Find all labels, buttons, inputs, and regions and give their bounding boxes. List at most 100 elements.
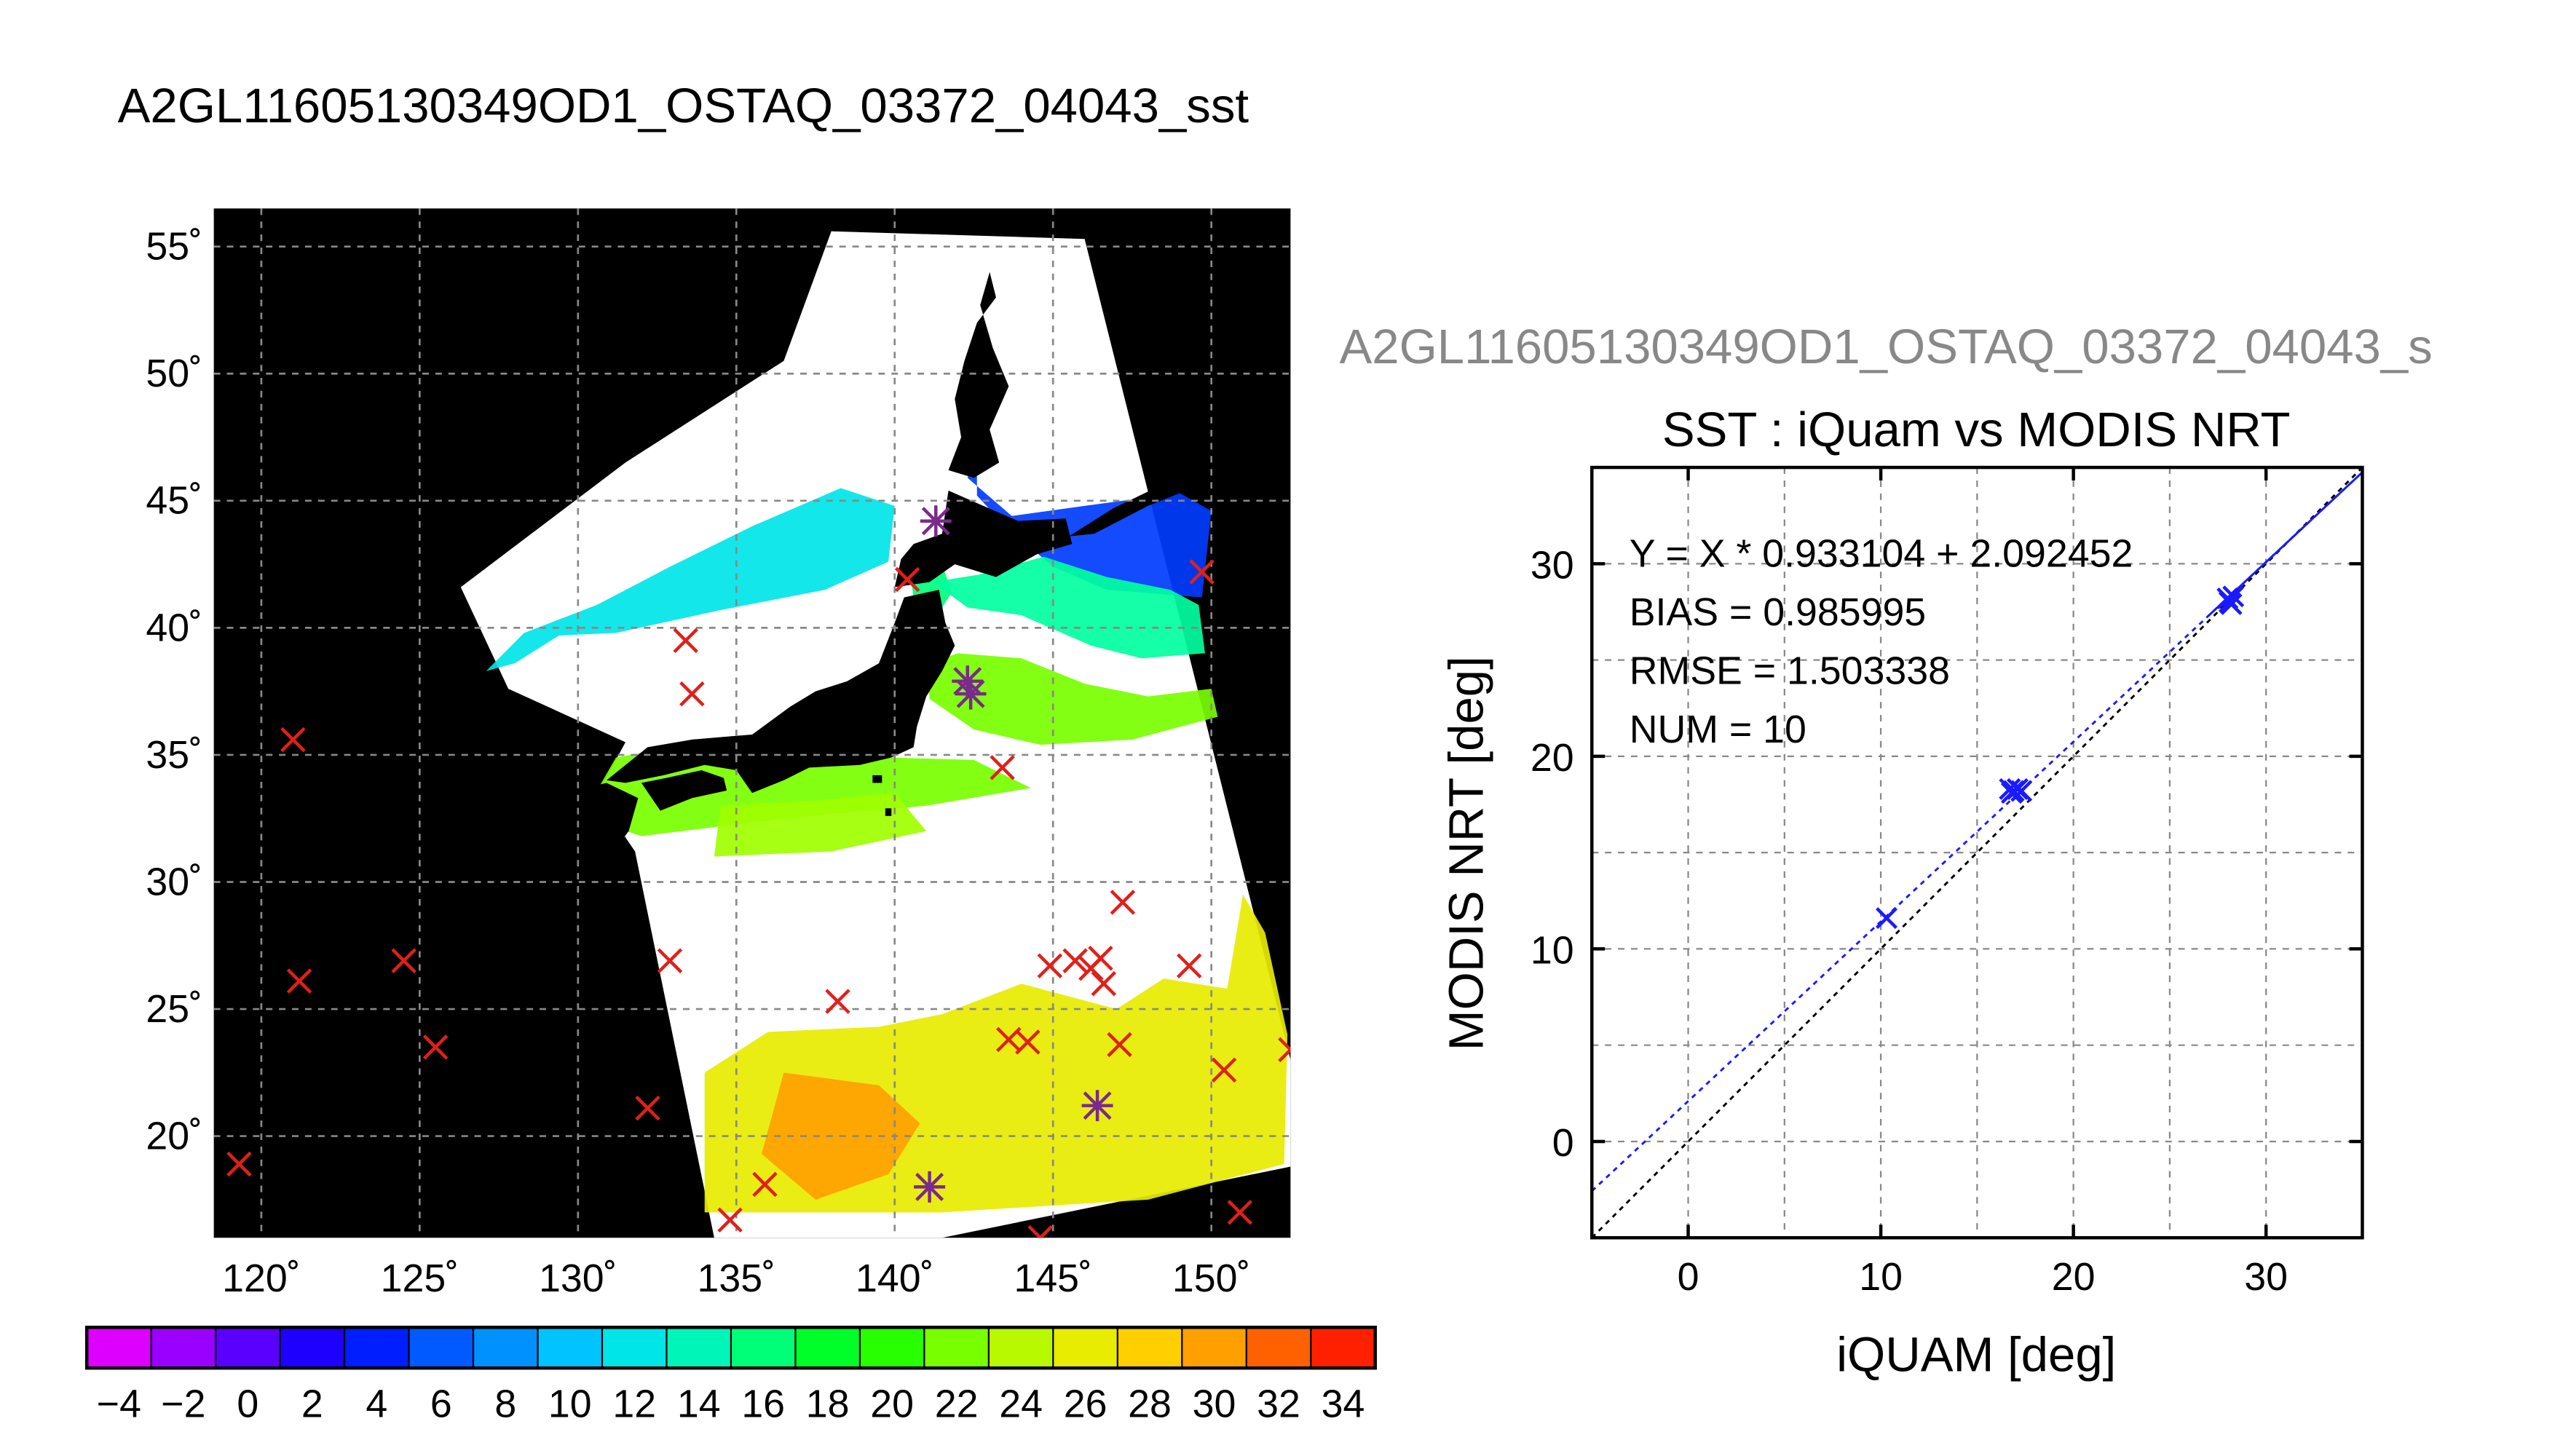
scatter-y-tick-label: 20: [1531, 736, 1574, 780]
scatter-y-tick-label: 10: [1531, 929, 1574, 973]
colorbar-cell: [924, 1327, 990, 1369]
iquam-marker-1: [280, 727, 306, 753]
colorbar-cell: [601, 1327, 668, 1369]
colorbar-tick-label: 0: [237, 1382, 258, 1425]
colorbar-tick-label: 12: [612, 1382, 656, 1425]
scatter-y-tick-label: 0: [1552, 1121, 1574, 1165]
colorbar-cell: [730, 1327, 797, 1369]
sst-region-1: [486, 488, 895, 671]
scatter-tick-labels: 0 10 20 30 0 10 20 30: [1531, 467, 2363, 1299]
iquam-marker-24: [1176, 953, 1202, 978]
colorbar-tick-label: −2: [161, 1382, 205, 1425]
colorbar-cell: [666, 1327, 732, 1369]
iquam-marker-11: [825, 989, 850, 1014]
scatter-y-axis-label: MODIS NRT [deg]: [1439, 656, 1493, 1051]
colorbar-tick-label: 10: [548, 1382, 592, 1425]
colorbar-cell: [1311, 1327, 1376, 1369]
colorbar-cell: [473, 1327, 539, 1369]
scatter-stat-line: NUM = 10: [1630, 708, 1806, 751]
scatter-x-axis-label: iQUAM [deg]: [1836, 1328, 2116, 1382]
iquam-marker-25: [1189, 559, 1215, 585]
iquam-marker-17: [1037, 953, 1063, 978]
land-honshu: [607, 590, 955, 794]
iquam-marker-0: [226, 1151, 252, 1177]
scatter-x-tick-label: 20: [2052, 1255, 2096, 1299]
matchup-marker-3: [914, 1171, 946, 1203]
iquam-marker-2: [286, 968, 312, 994]
map-land-layer: [565, 272, 1259, 857]
colorbar-cell: [280, 1327, 346, 1369]
matchup-marker-4: [1081, 1090, 1113, 1122]
sst-region-7: [714, 793, 927, 857]
map-gridlines: [213, 208, 1291, 1238]
colorbar-cell: [1246, 1327, 1312, 1369]
scatter-points: [1876, 585, 2245, 930]
map-x-tick-label: 140˚: [856, 1257, 933, 1300]
scatter-stat-line: BIAS = 0.985995: [1630, 590, 1926, 634]
iquam-marker-28: [1278, 1037, 1291, 1063]
map-y-tick-label: 35˚: [146, 733, 202, 777]
colorbar-cell: [87, 1327, 152, 1369]
iquam-marker-27: [1227, 1200, 1253, 1225]
colorbar-cell: [1117, 1327, 1183, 1369]
land-shikoku: [641, 769, 727, 811]
iquam-marker-10: [752, 1171, 778, 1198]
colorbar-tick-label: 14: [677, 1382, 721, 1425]
colorbar-frame: [84, 1326, 1377, 1370]
colorbar-tick-label: 24: [999, 1382, 1043, 1425]
iquam-marker-12: [894, 566, 920, 593]
colorbar-tick-label: 32: [1257, 1382, 1300, 1425]
colorbar-tick-label: 26: [1064, 1382, 1107, 1425]
map-sst-layer: [486, 449, 1288, 1213]
colorbar-cell: [216, 1327, 281, 1369]
land-hokkaido: [894, 490, 1073, 587]
colorbar-cell: [795, 1327, 861, 1369]
colorbar-tick-label: 28: [1128, 1382, 1172, 1425]
map-markers: [226, 505, 1291, 1238]
colorbar-cell: [537, 1327, 604, 1369]
scatter-suptitle: A2GL11605130349OD1_OSTAQ_03372_04043_s: [1340, 320, 2433, 374]
map-x-tick-label: 135˚: [698, 1257, 775, 1300]
map-x-tick-label: 125˚: [381, 1257, 459, 1300]
map-x-tick-label: 150˚: [1172, 1257, 1250, 1300]
iquam-marker-16: [1027, 1224, 1054, 1238]
colorbar-tick-label: 16: [741, 1382, 785, 1425]
colorbar-tick-label: 2: [301, 1382, 323, 1425]
colorbar-cell: [344, 1327, 410, 1369]
iquam-marker-3: [391, 948, 416, 973]
scatter-panel: A2GL11605130349OD1_OSTAQ_03372_04043_s S…: [1340, 320, 2433, 1382]
iquam-marker-20: [1088, 945, 1113, 971]
map-y-tick-label: 20˚: [146, 1114, 202, 1158]
colorbar-tick-label: 34: [1322, 1382, 1365, 1425]
sst-region-4: [926, 653, 1218, 745]
colorbar-tick-label: 18: [806, 1382, 850, 1425]
colorbar-cell: [1182, 1327, 1247, 1369]
iquam-marker-4: [422, 1034, 449, 1060]
colorbar-tick-label: 22: [935, 1382, 979, 1425]
iquam-marker-6: [657, 948, 683, 973]
matchup-marker-0: [920, 505, 952, 537]
colorbar-tick-label: 6: [430, 1382, 452, 1425]
scatter-x-tick-label: 10: [1859, 1255, 1903, 1299]
scatter-frame: [1590, 465, 2364, 1240]
sst-region-3: [932, 556, 1205, 659]
iquam-marker-8: [679, 681, 705, 707]
colorbar-cell: [151, 1327, 217, 1369]
iquam-marker-7: [673, 628, 698, 654]
map-y-tick-label: 50˚: [146, 352, 202, 395]
map-y-tick-label: 45˚: [146, 479, 202, 523]
scatter-point: [2218, 591, 2240, 614]
land-kuril-islands: [1068, 442, 1259, 537]
scatter-stat-line: Y = X * 0.933104 + 2.092452: [1630, 532, 2133, 576]
iquam-marker-22: [1107, 1032, 1132, 1058]
sst-colorbar: −4 −2 0 2 4 6 8 10 12 14 16 18 20 22 24 26 28 30 32 34: [84, 1326, 1377, 1425]
scatter-stats: Y = X * 0.933104 + 2.092452 BIAS = 0.9859…: [1630, 532, 2133, 752]
scatter-y-tick-label: 30: [1531, 543, 1574, 587]
iquam-marker-21: [1091, 970, 1117, 997]
map-y-tick-label: 30˚: [146, 860, 202, 903]
map-x-tick-label: 130˚: [539, 1257, 617, 1300]
scatter-point: [2000, 782, 2023, 804]
colorbar-tick-label: 30: [1193, 1382, 1236, 1425]
scatter-x-tick-label: 0: [1678, 1255, 1699, 1299]
